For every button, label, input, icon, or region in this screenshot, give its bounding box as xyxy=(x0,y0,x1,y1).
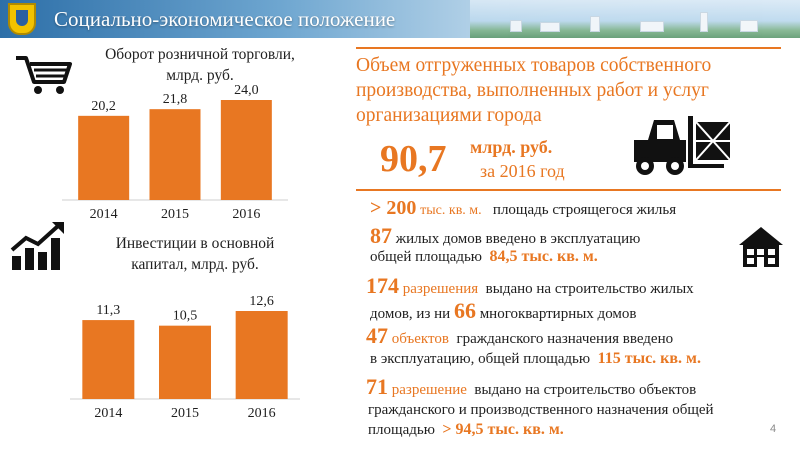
city-skyline-image xyxy=(470,0,800,38)
page-number: 4 xyxy=(770,423,777,435)
bar-2015 xyxy=(149,109,201,200)
investment-chart-title: Инвестиции в основной капитал, млрд. руб… xyxy=(115,235,275,273)
top-divider xyxy=(356,47,781,49)
construction-line-1: > 200 тыс. кв. м. площадь строящегося жи… xyxy=(370,197,677,219)
city-crest-icon xyxy=(8,3,36,35)
shipments-unit: млрд. руб. xyxy=(470,137,553,157)
bar-2014 xyxy=(82,320,135,399)
cart-icon xyxy=(16,56,72,94)
construction-line-4: 174 разрешения выдано на строительство ж… xyxy=(366,273,694,298)
retail-chart-title: Оборот розничной торговли, млрд. руб. xyxy=(105,46,295,84)
retail-bar-chart: 20,2 2014 21,8 2015 24,0 2016 xyxy=(62,83,288,222)
tick-label-2014: 2014 xyxy=(90,207,118,222)
bar-2016 xyxy=(220,100,272,200)
forklift-icon xyxy=(634,116,731,175)
construction-line-2: 87 жилых домов введено в эксплуатацию xyxy=(370,223,641,248)
tick-label-2016: 2016 xyxy=(232,207,260,222)
data-label-2015: 10,5 xyxy=(173,309,198,324)
construction-line-9: гражданского и производственного назначе… xyxy=(368,402,714,418)
construction-line-8: 71 разрешение выдано на строительство об… xyxy=(366,374,697,399)
tick-label-2015: 2015 xyxy=(171,406,199,421)
construction-line-10: площадью > 94,5 тыс. кв. м. xyxy=(368,421,564,438)
shipments-description: Объем отгруженных товаров собственного п… xyxy=(356,55,712,126)
tick-label-2015: 2015 xyxy=(161,207,189,222)
construction-line-6: 47 объектов гражданского назначения введ… xyxy=(366,323,674,348)
data-label-2016: 12,6 xyxy=(249,294,274,309)
data-label-2015: 21,8 xyxy=(163,92,188,107)
header-bar: Социально-экономическое положение xyxy=(0,0,800,38)
construction-line-3: общей площадью 84,5 тыс. кв. м. xyxy=(370,248,598,265)
page-title: Социально-экономическое положение xyxy=(54,7,396,31)
investment-bar-chart: 11,3 2014 10,5 2015 12,6 2016 xyxy=(70,294,300,421)
bar-2015 xyxy=(159,325,211,399)
data-label-2014: 20,2 xyxy=(91,99,116,114)
construction-line-5: домов, из ни 66 многоквартирных домов xyxy=(370,298,637,323)
tick-label-2014: 2014 xyxy=(94,406,122,421)
middle-divider xyxy=(356,189,781,191)
house-icon xyxy=(739,227,783,267)
data-label-2016: 24,0 xyxy=(234,83,258,98)
shipments-value: 90,7 xyxy=(380,138,447,180)
construction-line-7: в эксплуатацию, общей площадью 115 тыс. … xyxy=(370,350,701,367)
bar-2014 xyxy=(78,115,130,200)
data-label-2014: 11,3 xyxy=(96,303,120,318)
tick-label-2016: 2016 xyxy=(248,406,276,421)
bar-2016 xyxy=(235,311,288,399)
shipments-period: за 2016 год xyxy=(480,161,565,181)
growth-chart-icon xyxy=(10,222,64,270)
